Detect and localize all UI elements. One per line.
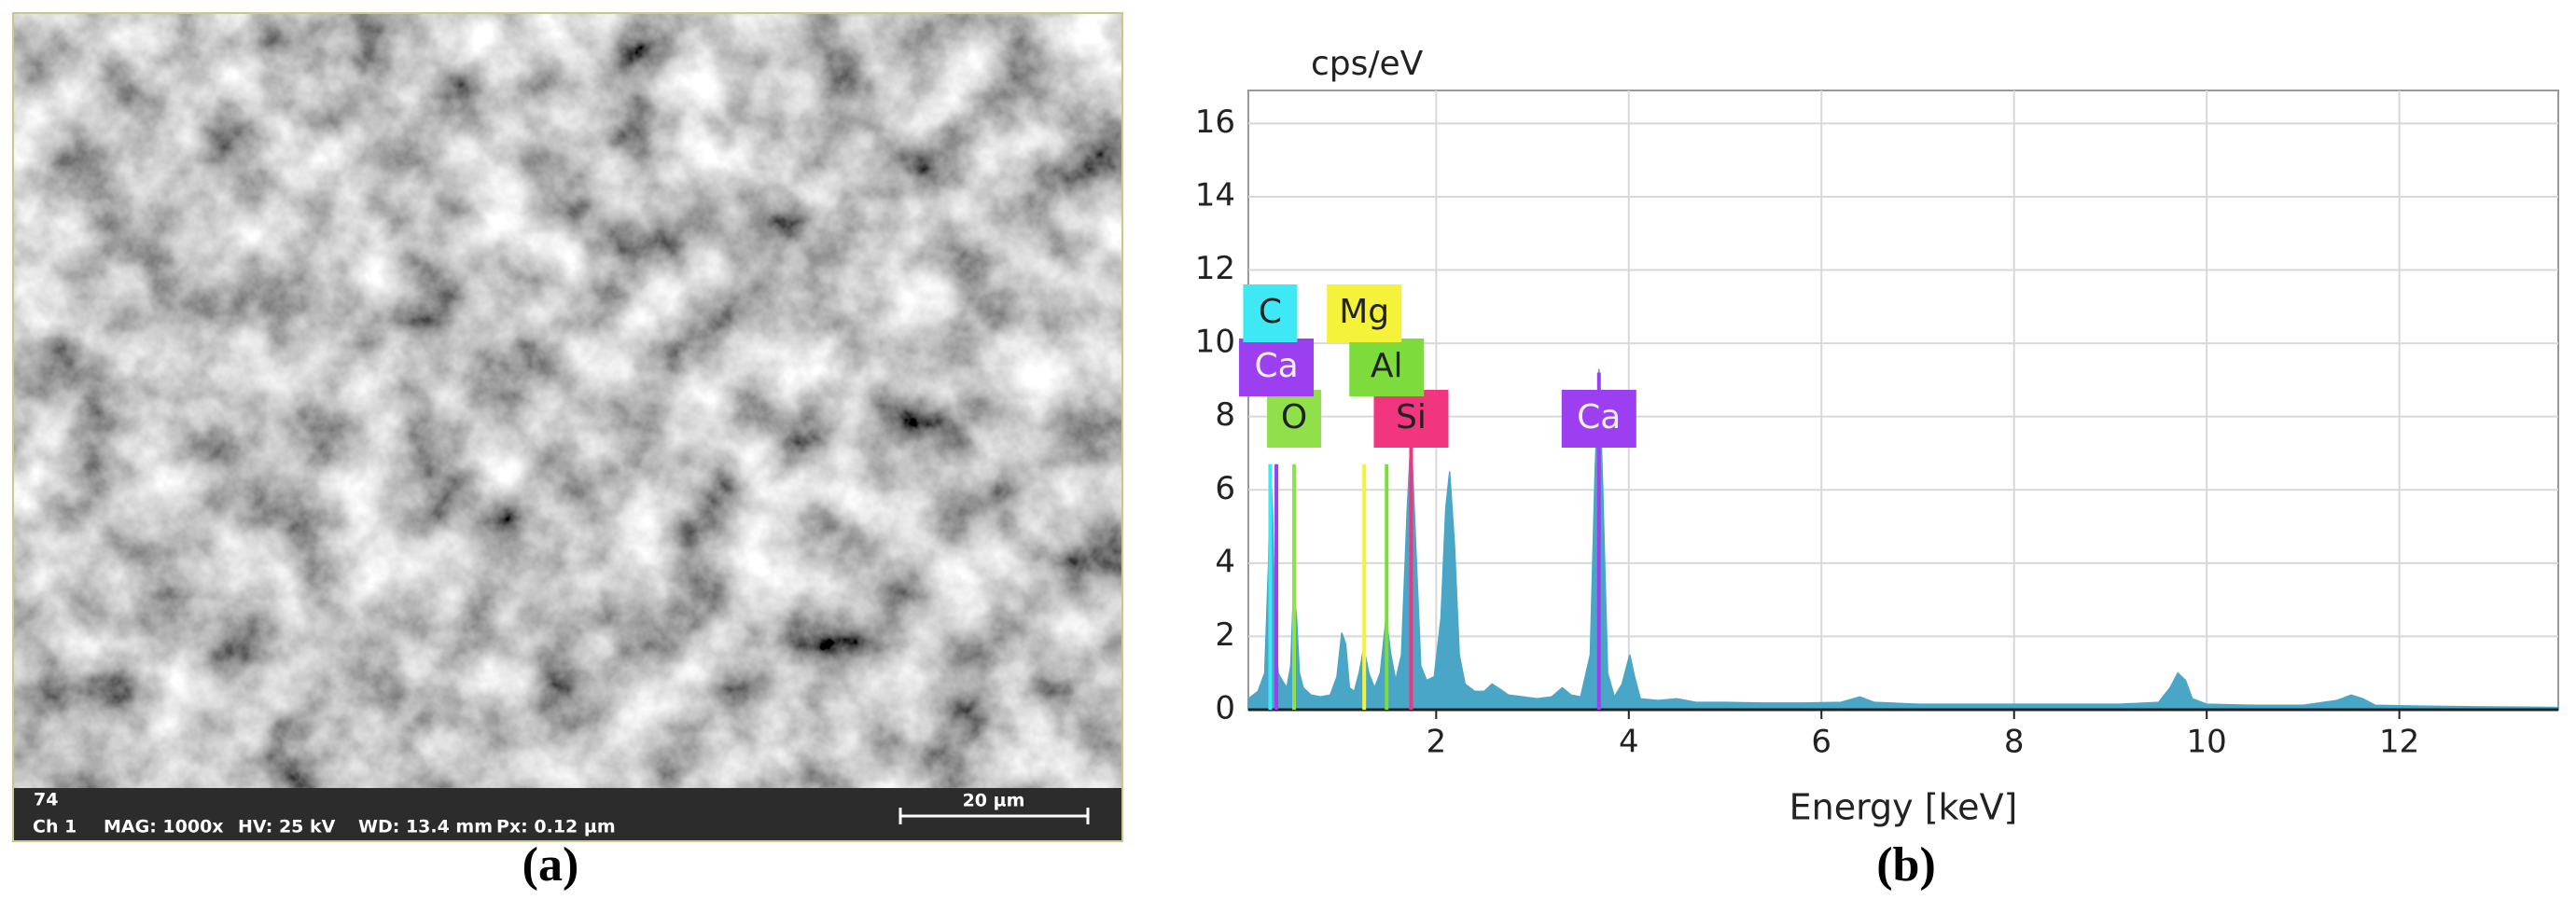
y-axis-label: cps/eV xyxy=(1311,45,1424,83)
element-label: Si xyxy=(1396,398,1427,436)
info-text: Px: 0.12 µm xyxy=(496,817,616,837)
x-tick-label: 2 xyxy=(1426,724,1446,761)
element-box xyxy=(1327,284,1402,342)
caption: (b) xyxy=(1876,838,1936,892)
y-tick-label: 10 xyxy=(1195,324,1235,361)
y-tick-label: 0 xyxy=(1215,690,1235,727)
y-tick-label: 16 xyxy=(1195,104,1235,141)
y-tick-label: 6 xyxy=(1215,470,1235,507)
sem-texture xyxy=(13,13,1122,788)
y-tick-label: 4 xyxy=(1215,543,1235,580)
x-axis-label: Energy [keV] xyxy=(1789,787,2018,828)
info-text: WD: 13.4 mm xyxy=(358,817,493,837)
scale-bar-label: 20 µm xyxy=(963,791,1025,811)
info-text: MAG: 1000x xyxy=(104,817,224,837)
image-border xyxy=(12,12,1123,842)
element-label: O xyxy=(1281,398,1307,436)
y-tick-label: 14 xyxy=(1195,176,1235,214)
spectrum-chart: cps/eV Energy [keV] (b) 0 2 4 6 8 10 12 14 16 2 4 6… xyxy=(1195,45,2559,892)
plot-area xyxy=(1247,90,2559,711)
x-tick-label: 12 xyxy=(2379,724,2419,761)
y-tick-label: 12 xyxy=(1195,250,1235,287)
info-text: HV: 25 kV xyxy=(238,817,336,837)
element-label: Mg xyxy=(1339,293,1389,331)
frame-number: 74 xyxy=(34,790,58,810)
x-tick-label: 8 xyxy=(2004,724,2025,761)
scale-bar xyxy=(898,808,1090,824)
x-tick-label: 4 xyxy=(1619,724,1639,761)
sem-image-panel: 74 Ch 1 MAG: 1000x HV: 25 kV WD: 13.4 mm… xyxy=(12,12,1123,892)
y-tick-label: 8 xyxy=(1215,396,1235,434)
element-box xyxy=(1561,390,1636,448)
caption: (a) xyxy=(522,838,579,892)
x-tick-label: 6 xyxy=(1811,724,1831,761)
element-box xyxy=(1373,390,1449,448)
info-text: Ch 1 xyxy=(33,817,77,837)
y-tick-label: 2 xyxy=(1215,616,1235,654)
element-box xyxy=(1267,390,1322,448)
x-tick-label: 10 xyxy=(2187,724,2227,761)
element-label: Ca xyxy=(1577,398,1621,436)
element-box xyxy=(1243,284,1298,342)
element-box xyxy=(1239,339,1315,396)
element-box xyxy=(1349,339,1425,396)
element-label: Al xyxy=(1371,347,1403,385)
spectrum-area xyxy=(1247,368,2559,711)
element-label: Ca xyxy=(1254,347,1298,385)
element-label: C xyxy=(1259,293,1282,331)
